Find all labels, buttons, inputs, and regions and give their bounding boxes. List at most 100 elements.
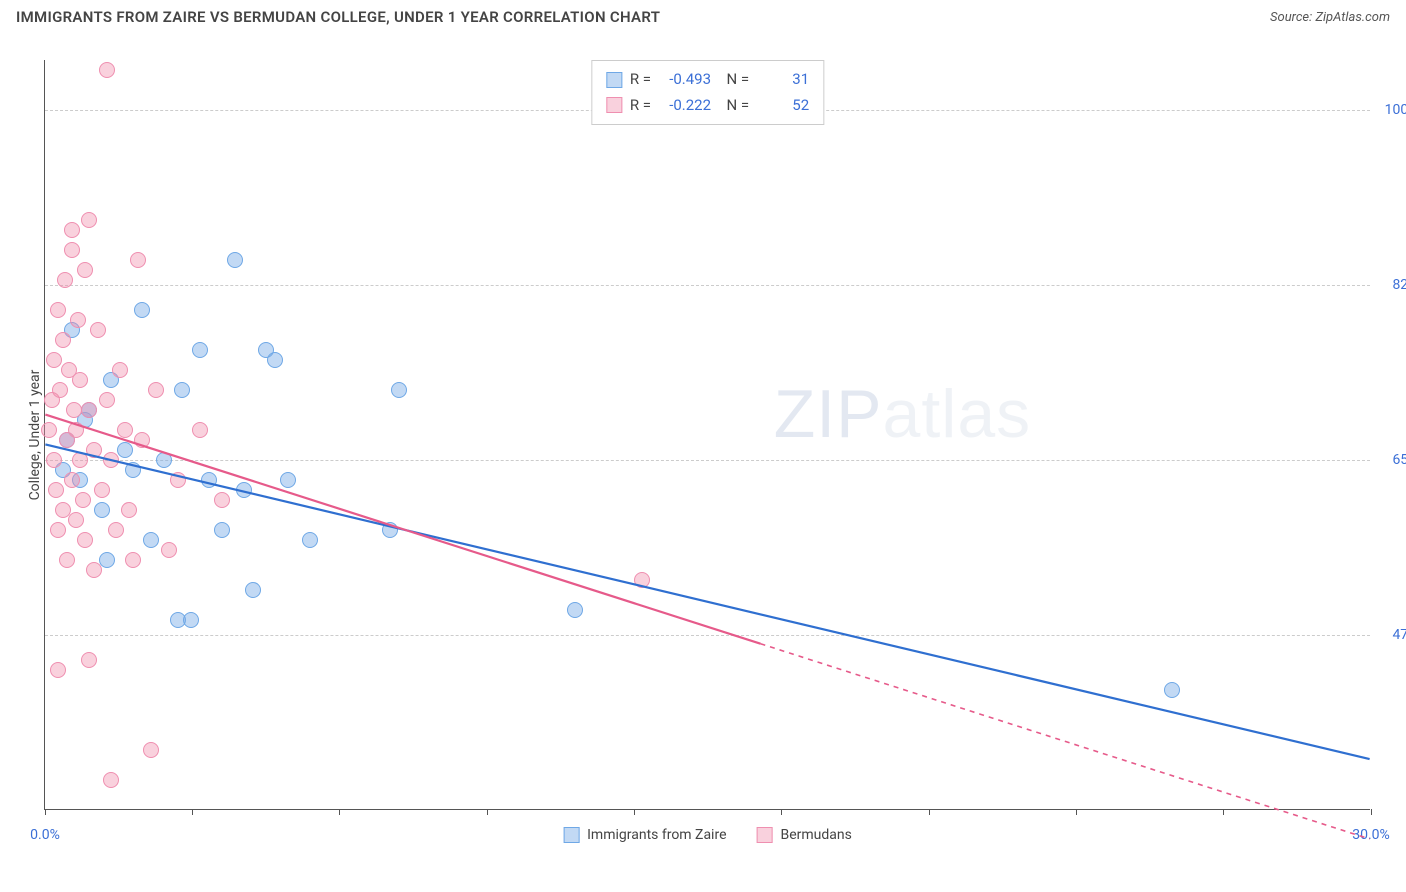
data-point-zaire — [1164, 682, 1180, 698]
source-attribution: Source: ZipAtlas.com — [1270, 10, 1390, 25]
legend-label-bermudans: Bermudans — [781, 827, 852, 843]
data-point-zaire — [192, 342, 208, 358]
data-point-bermudans — [64, 222, 80, 238]
gridline — [45, 285, 1370, 286]
data-point-bermudans — [112, 362, 128, 378]
chart-header: IMMIGRANTS FROM ZAIRE VS BERMUDAN COLLEG… — [0, 0, 1406, 32]
legend-item-bermudans: Bermudans — [757, 827, 852, 843]
swatch-zaire — [606, 72, 622, 88]
data-point-bermudans — [55, 332, 71, 348]
data-point-bermudans — [99, 62, 115, 78]
data-point-bermudans — [59, 552, 75, 568]
x-tick — [1371, 809, 1372, 815]
data-point-bermudans — [46, 452, 62, 468]
stat-label-n: N = — [719, 67, 749, 93]
data-point-zaire — [143, 532, 159, 548]
stat-r-zaire: -0.493 — [659, 67, 711, 93]
data-point-bermudans — [192, 422, 208, 438]
x-tick — [1076, 809, 1077, 815]
swatch-bermudans — [606, 97, 622, 113]
data-point-bermudans — [99, 392, 115, 408]
data-point-bermudans — [103, 452, 119, 468]
data-point-bermudans — [81, 652, 97, 668]
x-tick — [781, 809, 782, 815]
data-point-zaire — [99, 552, 115, 568]
data-point-zaire — [156, 452, 172, 468]
data-point-zaire — [236, 482, 252, 498]
data-point-bermudans — [161, 542, 177, 558]
data-point-bermudans — [121, 502, 137, 518]
x-tick-label: 30.0% — [1352, 827, 1390, 843]
data-point-zaire — [134, 302, 150, 318]
data-point-bermudans — [125, 552, 141, 568]
legend-item-zaire: Immigrants from Zaire — [563, 827, 726, 843]
data-point-bermudans — [90, 322, 106, 338]
data-point-zaire — [382, 522, 398, 538]
data-point-bermudans — [64, 242, 80, 258]
data-point-zaire — [174, 382, 190, 398]
stat-r-bermudans: -0.222 — [659, 93, 711, 119]
data-point-zaire — [391, 382, 407, 398]
data-point-zaire — [117, 442, 133, 458]
data-point-bermudans — [170, 472, 186, 488]
data-point-bermudans — [50, 662, 66, 678]
x-tick — [634, 809, 635, 815]
data-point-bermudans — [48, 482, 64, 498]
data-point-bermudans — [77, 262, 93, 278]
gridline — [45, 635, 1370, 636]
data-point-zaire — [567, 602, 583, 618]
plot-area: College, Under 1 year ZIPatlas 47.5%65.0… — [44, 60, 1370, 810]
stats-legend-box: R = -0.493 N = 31 R = -0.222 N = 52 — [591, 60, 824, 125]
data-point-zaire — [183, 612, 199, 628]
data-point-bermudans — [134, 432, 150, 448]
x-tick — [192, 809, 193, 815]
data-point-bermudans — [130, 252, 146, 268]
stats-row-zaire: R = -0.493 N = 31 — [606, 67, 809, 93]
stat-n-zaire: 31 — [757, 67, 809, 93]
source-name: ZipAtlas.com — [1315, 10, 1390, 25]
data-point-bermudans — [117, 422, 133, 438]
data-point-bermudans — [68, 422, 84, 438]
data-point-bermudans — [86, 562, 102, 578]
stat-label-r: R = — [630, 93, 651, 119]
data-point-zaire — [214, 522, 230, 538]
stat-label-n: N = — [719, 93, 749, 119]
data-point-zaire — [267, 352, 283, 368]
chart-title: IMMIGRANTS FROM ZAIRE VS BERMUDAN COLLEG… — [16, 8, 660, 26]
x-tick — [1223, 809, 1224, 815]
x-tick — [45, 809, 46, 815]
data-point-bermudans — [72, 372, 88, 388]
data-point-bermudans — [214, 492, 230, 508]
swatch-bermudans — [757, 827, 773, 843]
stat-n-bermudans: 52 — [757, 93, 809, 119]
data-point-zaire — [201, 472, 217, 488]
y-tick-label: 82.5% — [1376, 277, 1406, 293]
data-point-bermudans — [66, 402, 82, 418]
data-point-bermudans — [143, 742, 159, 758]
data-point-zaire — [227, 252, 243, 268]
data-point-zaire — [125, 462, 141, 478]
data-point-bermudans — [50, 522, 66, 538]
data-point-bermudans — [148, 382, 164, 398]
data-point-bermudans — [94, 482, 110, 498]
y-axis-label: College, Under 1 year — [27, 369, 43, 500]
source-prefix: Source: — [1270, 10, 1315, 25]
data-point-bermudans — [634, 572, 650, 588]
x-tick — [929, 809, 930, 815]
gridline — [45, 460, 1370, 461]
data-point-bermudans — [108, 522, 124, 538]
data-point-bermudans — [57, 272, 73, 288]
legend-label-zaire: Immigrants from Zaire — [587, 827, 726, 843]
bottom-legend: Immigrants from Zaire Bermudans — [563, 827, 852, 843]
data-point-bermudans — [68, 512, 84, 528]
x-tick-label: 0.0% — [30, 827, 60, 843]
data-point-zaire — [302, 532, 318, 548]
data-point-bermudans — [64, 472, 80, 488]
data-point-bermudans — [86, 442, 102, 458]
data-point-bermudans — [81, 212, 97, 228]
data-point-zaire — [245, 582, 261, 598]
plot-inner: 47.5%65.0%82.5%100.0%0.0%30.0% — [45, 60, 1370, 809]
data-point-bermudans — [70, 312, 86, 328]
x-tick — [339, 809, 340, 815]
swatch-zaire — [563, 827, 579, 843]
